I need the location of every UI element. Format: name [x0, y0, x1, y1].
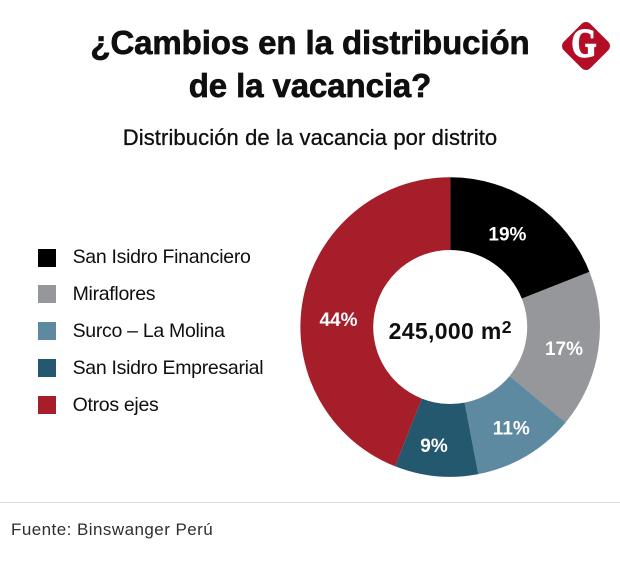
svg-text:19%: 19% [488, 224, 526, 245]
svg-text:9%: 9% [420, 436, 448, 457]
svg-text:44%: 44% [319, 310, 357, 331]
svg-text:17%: 17% [545, 339, 583, 360]
svg-text:G: G [572, 21, 597, 65]
svg-text:11%: 11% [493, 418, 530, 439]
